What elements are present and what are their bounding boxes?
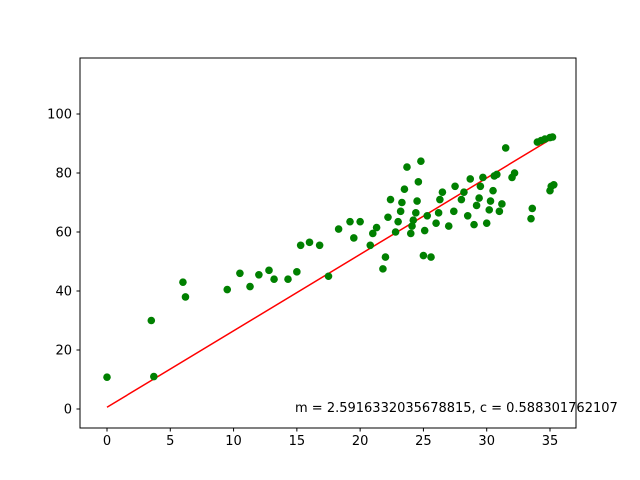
scatter-point [485,206,494,214]
scatter-point [451,182,459,191]
scatter-point [381,253,390,261]
x-tick-label: 10 [225,434,242,449]
scatter-point [417,157,425,165]
scatter-point [406,229,415,238]
scatter-point [549,181,558,189]
scatter-point [476,182,485,191]
scatter-point [472,201,481,210]
scatter-point [305,238,314,247]
scatter-point [414,178,423,186]
x-tick-label: 25 [415,434,432,449]
scatter-point [450,207,458,216]
scatter-point [372,223,381,232]
scatter-point [284,275,292,284]
scatter-point [460,188,468,196]
scatter-point [486,197,495,205]
scatter-point [423,211,432,220]
scatter-point [409,216,418,224]
scatter-point [379,265,387,273]
scatter-point [265,266,273,275]
scatter-point [366,241,375,250]
scatter-point [246,282,254,291]
scatter-point [223,285,232,294]
y-tick-label: 40 [55,285,72,300]
scatter-point [384,213,392,222]
scatter-point [236,269,244,278]
scatter-point [315,241,324,250]
fit-equation-annotation: m = 2.5916332035678815, c = 0.5883017621… [295,401,618,416]
scatter-point [479,173,487,182]
scatter-point [147,316,156,325]
scatter-point [475,194,483,202]
scatter-point [470,220,478,229]
fit-line [106,136,555,408]
scatter-point [457,195,466,204]
x-tick-label: 20 [352,434,369,449]
scatter-point [489,186,497,195]
x-tick-label: 15 [289,434,306,449]
scatter-point [427,253,435,261]
scatter-point [444,222,453,230]
scatter-point [324,272,333,281]
scatter-point [413,197,421,205]
x-tick-label: 30 [478,434,495,449]
scatter-point [493,170,501,179]
scatter-point [398,198,406,207]
scatter-point [408,222,416,230]
scatter-point [386,195,395,204]
scatter-point [528,204,537,213]
scatter-point [181,293,190,301]
y-tick-label: 100 [47,108,72,123]
scatter-point [391,228,400,236]
scatter-point [438,188,447,196]
scatter-point [396,207,405,216]
scatter-point [296,241,305,250]
scatter-point [466,175,475,183]
scatter-point [412,209,420,217]
scatter-point [255,270,263,279]
scatter-point [270,275,278,284]
scatter-point [346,217,354,226]
scatter-point [463,211,472,220]
scatter-point [495,207,504,216]
y-tick-label: 0 [64,403,72,418]
y-tick-label: 20 [55,344,72,359]
scatter-point [179,278,187,286]
scatter-point [350,234,358,242]
scatter-point [432,219,440,227]
scatter-point [400,185,409,194]
x-tick-label: 5 [166,434,174,449]
scatter-point [501,144,510,152]
scatter-point [498,200,506,208]
scatter-point [482,219,491,227]
scatter-point [394,217,402,226]
scatter-point [434,209,443,217]
scatter-point [436,195,444,204]
scatter-point [103,373,111,381]
scatter-point [510,169,519,177]
scatter-point [334,225,343,233]
x-tick-label: 35 [542,434,559,449]
y-tick-label: 80 [55,167,72,182]
scatter-point [420,226,429,235]
y-tick-label: 60 [55,226,72,241]
axes-spines [79,57,577,429]
scatter-point [527,214,535,223]
scatter-point [293,268,301,276]
scatter-point [419,251,428,260]
scatter-point [150,372,158,381]
scatter-point [368,229,377,238]
scatter-point [548,133,557,141]
x-tick-label: 0 [103,434,111,449]
scatter-point [403,163,411,171]
scatter-point [356,217,364,226]
